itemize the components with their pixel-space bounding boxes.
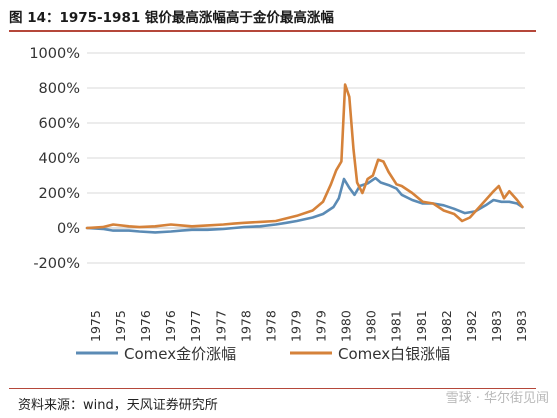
x-tick-label: 1982 — [464, 310, 479, 342]
legend: Comex金价涨幅 Comex白银涨幅 — [76, 345, 450, 363]
y-tick-label: 600% — [39, 116, 80, 132]
x-tick-label: 1978 — [238, 310, 253, 342]
x-tick-label: 1975 — [113, 310, 128, 342]
x-tick-label: 1983 — [489, 310, 504, 342]
y-axis-ticks: -200% 0% 200% 400% 600% 800% 1000% — [29, 46, 80, 272]
title-divider — [9, 30, 536, 32]
y-tick-label: 800% — [39, 81, 80, 97]
legend-label: Comex白银涨幅 — [338, 345, 450, 363]
x-tick-label: 1976 — [138, 310, 153, 342]
x-tick-label: 1979 — [314, 310, 329, 342]
x-tick-label: 1980 — [364, 310, 379, 342]
footer-divider — [9, 388, 536, 389]
y-tick-label: 0% — [57, 221, 80, 237]
x-tick-label: 1981 — [414, 310, 429, 342]
watermark: 雪球 · 华尔街见闻 — [445, 391, 549, 406]
x-tick-label: 1977 — [213, 310, 228, 342]
y-tick-label: 400% — [39, 151, 80, 167]
y-tick-label: -200% — [33, 256, 80, 272]
series-lines — [85, 83, 524, 234]
x-tick-label: 1979 — [288, 310, 303, 342]
y-tick-label: 200% — [39, 186, 80, 202]
x-tick-label: 1978 — [263, 310, 278, 342]
series-line-silver — [85, 83, 524, 230]
source-note: 资料来源：wind，天风证券研究所 — [18, 398, 218, 413]
legend-label: Comex金价涨幅 — [124, 345, 236, 363]
x-axis-ticks: 1975 1975 1976 1976 1977 1977 1978 1978 1979 1979… — [88, 310, 529, 342]
x-tick-label: 1977 — [188, 310, 203, 342]
chart-title: 图 14：1975-1981 银价最高涨幅高于金价最高涨幅 — [9, 10, 334, 26]
x-tick-label: 1982 — [439, 310, 454, 342]
line-chart: -200%0%200%400%600%800%1000% 1975 1975 197… — [29, 46, 529, 363]
x-tick-label: 1983 — [514, 310, 529, 342]
x-tick-label: 1981 — [389, 310, 404, 342]
x-tick-label: 1976 — [163, 310, 178, 342]
x-tick-label: 1975 — [88, 310, 103, 342]
y-tick-label: 1000% — [29, 46, 80, 62]
x-tick-label: 1980 — [339, 310, 354, 342]
series-line-gold — [85, 176, 524, 234]
